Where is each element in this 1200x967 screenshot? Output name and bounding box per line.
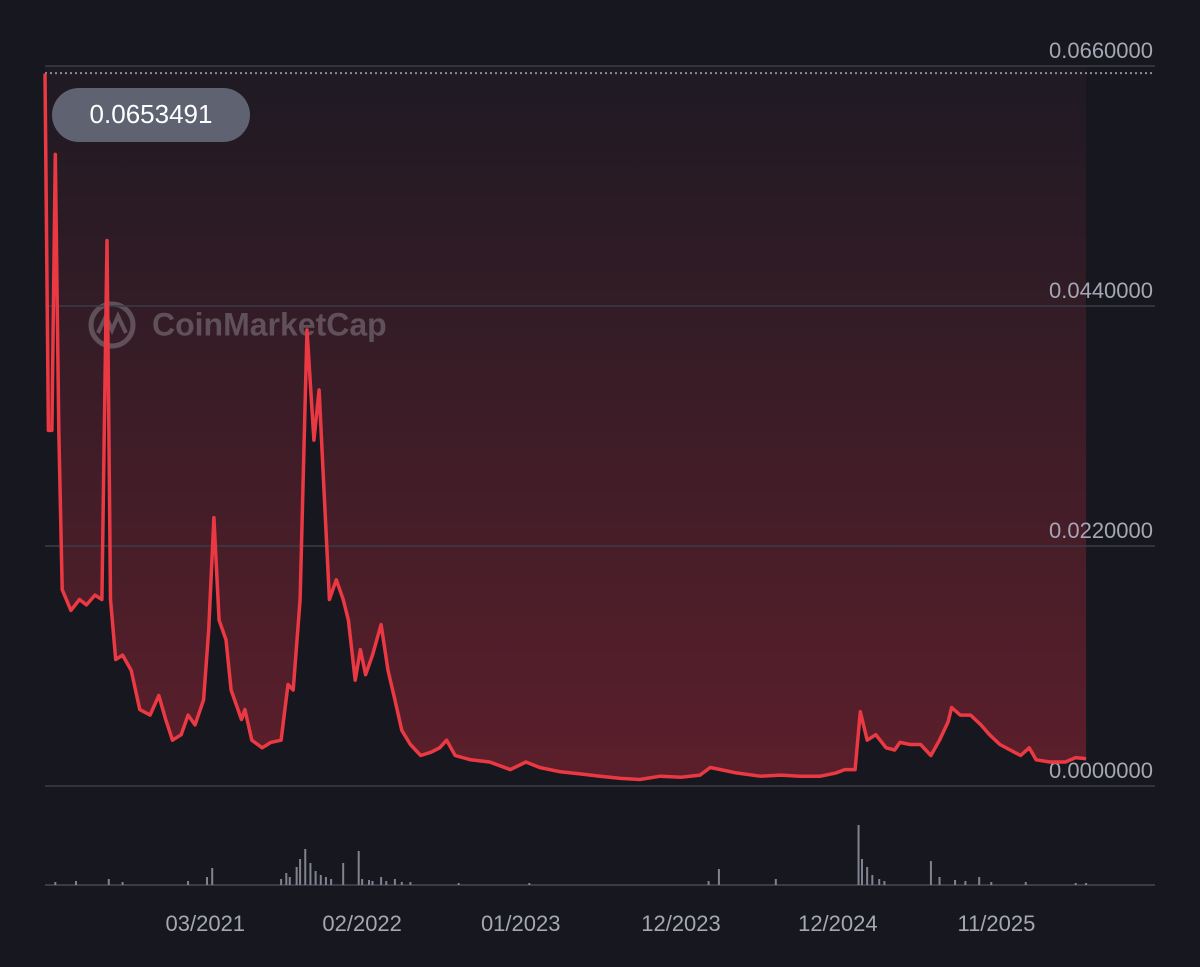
y-tick-label: 0.0440000 — [1049, 278, 1153, 303]
volume-bar — [121, 882, 124, 885]
volume-bar — [707, 881, 710, 885]
volume-bar — [400, 882, 403, 885]
volume-bar — [75, 881, 78, 885]
x-tick-label: 02/2022 — [322, 911, 402, 936]
y-tick-label: 0.0220000 — [1049, 518, 1153, 543]
volume-bar — [393, 879, 396, 885]
volume-bar — [528, 883, 531, 885]
volume-bar — [978, 877, 981, 885]
volume-bar — [878, 879, 881, 885]
plot-shade — [45, 66, 1087, 786]
volume-bar — [107, 879, 110, 885]
volume-bar — [288, 877, 291, 885]
volume-bar — [954, 880, 957, 885]
x-tick-label: 12/2024 — [798, 911, 878, 936]
volume-bar — [409, 882, 412, 885]
volume-bar — [929, 861, 932, 885]
volume-bar — [385, 881, 388, 885]
area-below — [45, 73, 1087, 787]
volume-bar — [871, 875, 874, 885]
volume-bar — [342, 863, 345, 885]
volume-bar — [857, 825, 860, 885]
volume-bar — [330, 879, 333, 885]
volume-bar — [211, 868, 214, 885]
volume-bar — [380, 877, 383, 885]
y-tick-label: 0.0660000 — [1049, 38, 1153, 63]
volume-bar — [299, 859, 302, 885]
volume-bar — [368, 880, 371, 885]
volume-bar — [361, 879, 364, 885]
volume-bar — [371, 881, 374, 885]
volume-bar — [990, 882, 993, 885]
volume-bar — [324, 877, 327, 885]
x-tick-label: 12/2023 — [641, 911, 721, 936]
volume-bar — [457, 883, 460, 885]
volume-bar — [309, 863, 312, 885]
x-tick-label: 11/2025 — [957, 911, 1035, 936]
volume-bar — [717, 869, 720, 885]
volume-bar — [860, 859, 863, 885]
volume-bar — [1024, 882, 1027, 885]
volume-bar — [1074, 883, 1077, 885]
volume-bar — [1085, 883, 1088, 885]
plot-background — [45, 66, 1087, 787]
volume-bar — [280, 879, 283, 885]
x-tick-label: 01/2023 — [481, 911, 561, 936]
max-label: 0.0653491 — [90, 99, 213, 129]
volume-bar — [285, 873, 288, 885]
volume-bar — [206, 877, 209, 885]
volume-bar — [774, 879, 777, 885]
volume-bar — [54, 882, 57, 885]
volume-bar — [357, 851, 360, 885]
x-tick-label: 03/2021 — [166, 911, 246, 936]
watermark: CoinMarketCap — [152, 306, 387, 342]
price-line — [43, 73, 1087, 782]
volume-bar — [187, 881, 190, 885]
volume-bar — [938, 877, 941, 885]
volume-bar — [883, 881, 886, 885]
volume-bar — [295, 867, 298, 885]
volume-bar — [314, 871, 317, 885]
volume-bar — [964, 881, 967, 885]
volume-bar — [304, 849, 307, 885]
max-label-bubble: 0.0653491 — [52, 88, 250, 142]
volume-bar — [319, 875, 322, 885]
volume-bar — [866, 867, 869, 885]
bubble-background — [52, 88, 250, 142]
watermark-logo — [88, 301, 136, 349]
